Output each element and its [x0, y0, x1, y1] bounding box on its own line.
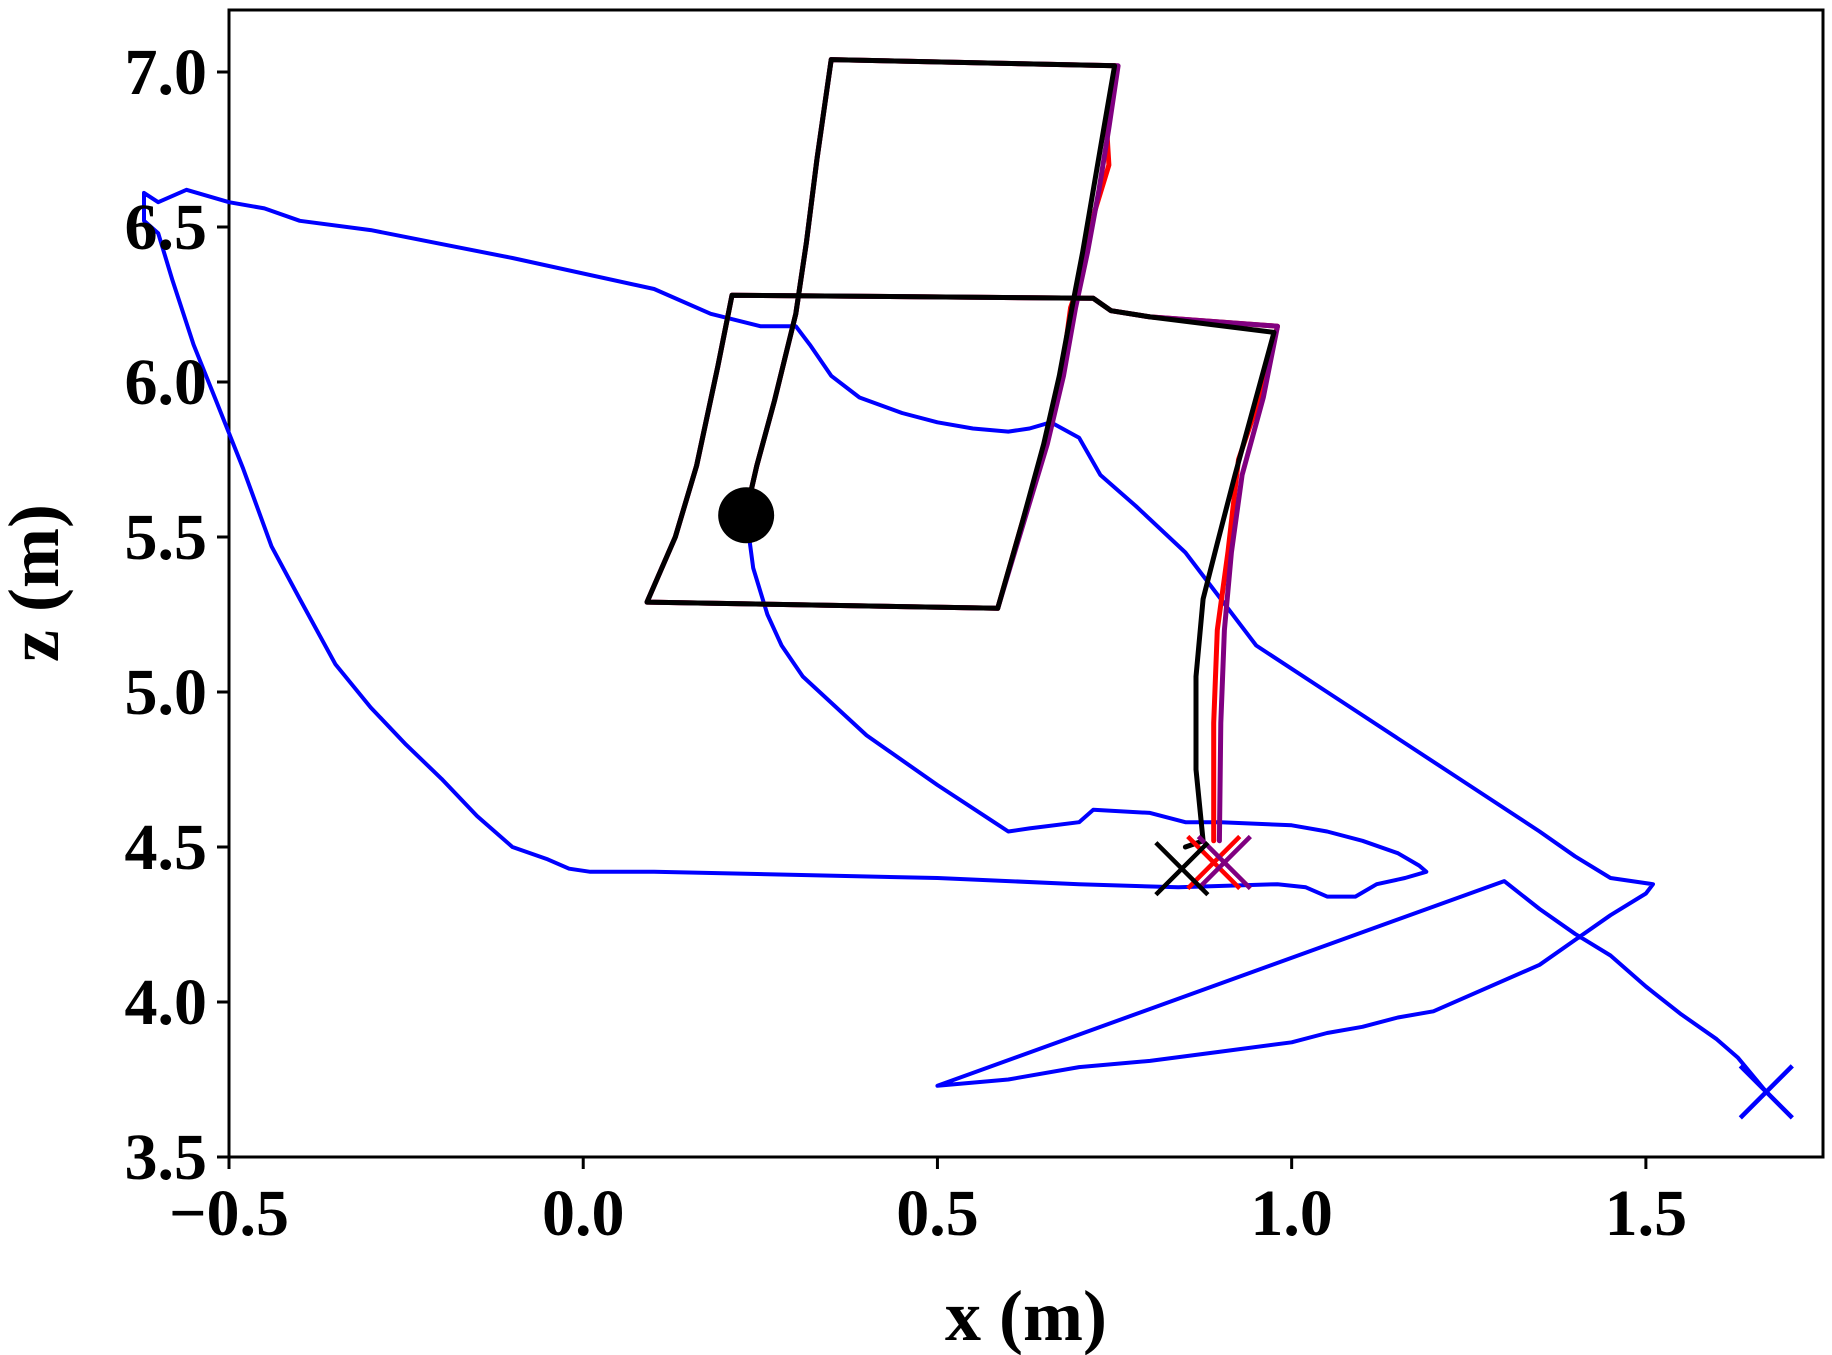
- y-tick-label: 5.0: [125, 656, 208, 729]
- y-axis-label: z (m): [0, 504, 74, 662]
- end-marker-0: [1186, 834, 1242, 891]
- end-marker-2: [1154, 841, 1210, 897]
- x-tick-label: 0.5: [896, 1177, 979, 1250]
- y-axis: 3.5 4.0 4.5 5.0 5.5 6.0 6.5 7.0: [125, 36, 229, 1194]
- series-layer: [142, 57, 1769, 1094]
- x-tick-label: 1.0: [1250, 1177, 1333, 1250]
- y-tick-label: 7.0: [125, 36, 208, 109]
- y-tick-label: 3.5: [125, 1121, 208, 1194]
- start-marker: [718, 487, 775, 544]
- x-tick-label: −0.5: [169, 1177, 289, 1250]
- y-tick-label: 4.0: [125, 966, 208, 1039]
- y-tick-label: 6.0: [125, 346, 208, 419]
- series-line-2: [644, 57, 1277, 850]
- x-tick-label: 1.5: [1605, 1177, 1688, 1250]
- y-tick-label: 5.5: [125, 501, 208, 574]
- marker-layer: [718, 487, 1794, 1120]
- x-axis-label: x (m): [945, 1276, 1107, 1355]
- plot-area: [227, 8, 1825, 1159]
- series-line-3: [142, 187, 1769, 1094]
- x-axis: −0.5 0.0 0.5 1.0 1.5: [169, 1157, 1687, 1250]
- x-tick-label: 0.0: [542, 1177, 625, 1250]
- y-tick-label: 6.5: [125, 191, 208, 264]
- y-tick-label: 4.5: [125, 811, 208, 884]
- end-marker-3: [1738, 1064, 1794, 1120]
